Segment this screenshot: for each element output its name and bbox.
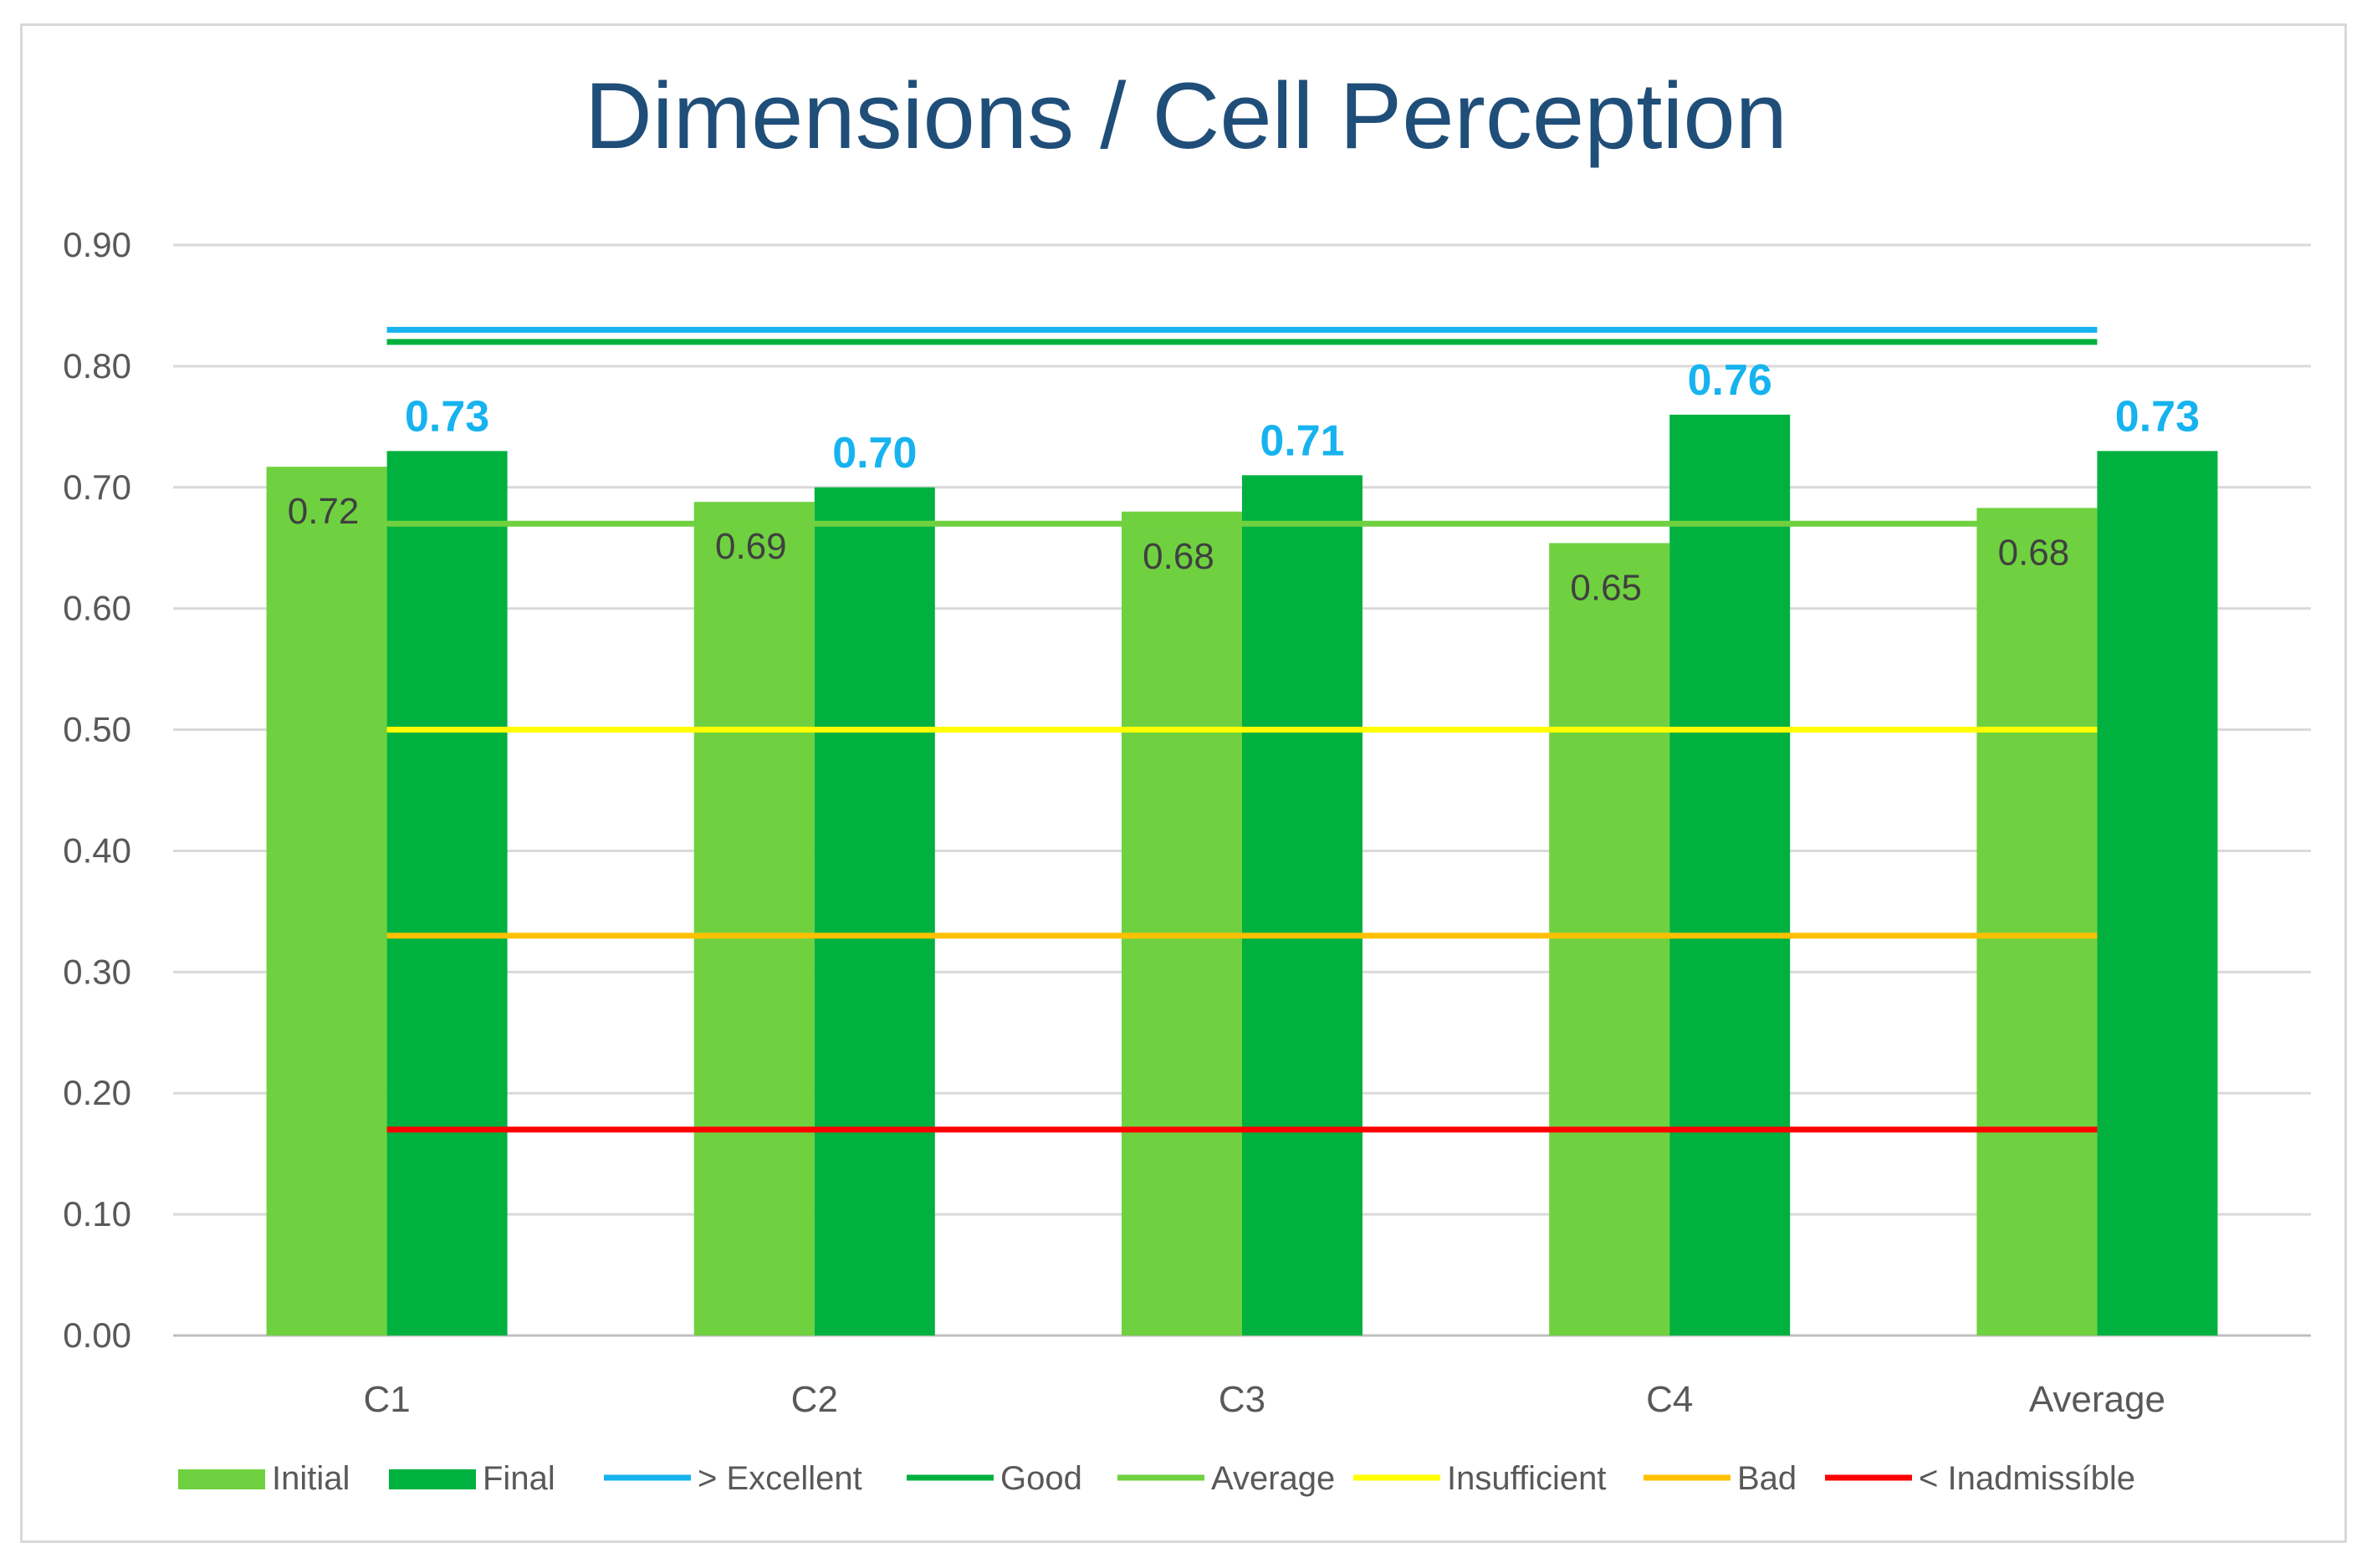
x-tick-label: C4 [1646,1379,1693,1420]
y-tick-label: 0.80 [63,346,131,386]
data-label-final: 0.70 [832,429,917,478]
data-label-initial: 0.72 [288,491,360,532]
legend-label: Bad [1737,1460,1797,1497]
data-label-initial: 0.69 [715,526,787,567]
y-tick-label: 0.20 [63,1073,131,1112]
bar-final-2 [1242,475,1362,1336]
y-tick-label: 0.30 [63,952,131,991]
y-tick-label: 0.40 [63,830,131,870]
legend-label: Good [1000,1460,1082,1497]
data-label-initial: 0.68 [1998,532,2070,573]
x-tick-label: C3 [1219,1379,1265,1420]
legend-swatch-0 [178,1469,265,1489]
data-label-final: 0.71 [1260,416,1344,465]
chart-frame: Dimensions / Cell Perception 0.00 0.10 0.20… [20,23,2347,1543]
data-label-final: 0.76 [1688,356,1772,405]
bar-initial-3 [1549,543,1670,1336]
chart-svg: Dimensions / Cell Perception 0.00 0.10 0.20… [63,64,2311,1497]
x-tick-label: C1 [363,1379,410,1420]
legend-label: Initial [272,1460,350,1497]
y-tick-label: 0.50 [63,710,131,749]
x-tick-label: Average [2029,1379,2165,1420]
legend-label: Insufficient [1447,1460,1607,1497]
legend-label: Average [1211,1460,1335,1497]
bar-final-0 [386,451,508,1336]
data-label-final: 0.73 [405,392,489,441]
bar-final-4 [2097,451,2218,1336]
legend-label: < Inadmissíble [1919,1460,2135,1497]
bar-final-3 [1669,414,1791,1336]
y-tick-label: 0.60 [63,589,131,628]
legend-label: > Excellent [698,1460,862,1497]
legend-swatch-1 [389,1469,476,1489]
bar-initial-1 [693,502,815,1336]
legend-label: Final [483,1460,555,1497]
data-label-initial: 0.65 [1570,567,1642,608]
y-tick-label: 0.10 [63,1194,131,1233]
x-tick-label: C2 [791,1379,838,1420]
bar-initial-4 [1976,508,2098,1336]
chart-title: Dimensions / Cell Perception [585,64,1787,168]
data-label-final: 0.73 [2115,392,2200,441]
data-label-initial: 0.68 [1143,536,1214,577]
bar-initial-2 [1122,511,1242,1336]
y-tick-label: 0.70 [63,467,131,507]
bar-final-1 [814,487,935,1336]
y-tick-label: 0.00 [63,1315,131,1355]
bar-initial-0 [266,467,387,1336]
y-tick-label: 0.90 [63,225,131,264]
